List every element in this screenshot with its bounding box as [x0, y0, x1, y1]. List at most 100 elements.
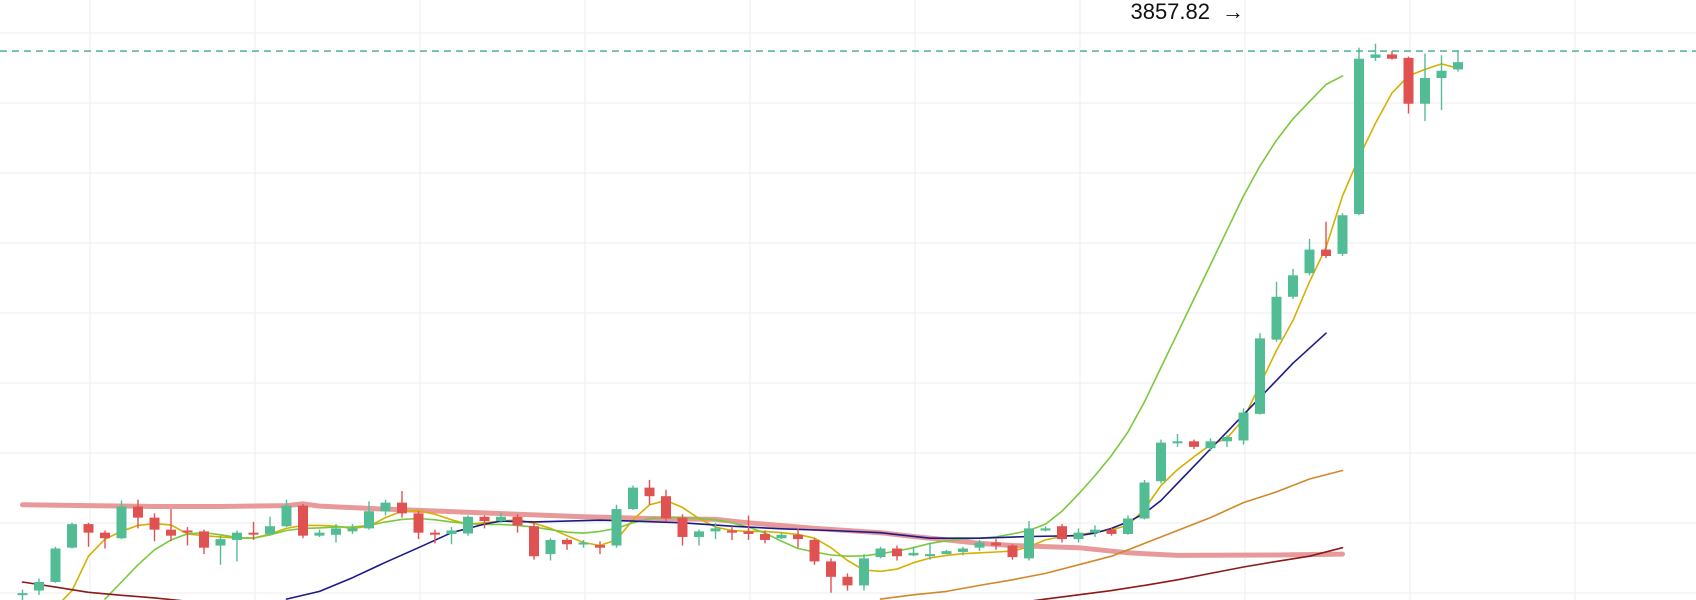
- candle: [446, 527, 457, 545]
- candle-body: [1007, 545, 1018, 558]
- moving-average-line-2: [104, 75, 1344, 600]
- candle: [1172, 434, 1183, 447]
- candle-body: [578, 542, 589, 545]
- candle: [760, 530, 770, 544]
- candle-body: [215, 539, 226, 546]
- candle: [116, 500, 127, 540]
- candle-body: [34, 581, 44, 591]
- candle-body: [875, 548, 886, 558]
- candle-body: [908, 552, 919, 556]
- candle-body: [1238, 412, 1249, 441]
- candle-body: [1370, 54, 1381, 58]
- candle: [265, 516, 275, 536]
- candle: [1057, 524, 1067, 543]
- moving-average-line-5: [21, 546, 1344, 600]
- candle: [1403, 56, 1414, 114]
- candle-body: [892, 548, 902, 557]
- moving-average-line-3: [285, 332, 1327, 600]
- candle-body: [50, 548, 61, 582]
- candle-body: [446, 530, 457, 534]
- candle: [1271, 281, 1282, 342]
- candle: [1453, 51, 1463, 72]
- candle-body: [1090, 529, 1100, 533]
- candle: [1040, 526, 1051, 532]
- candle: [545, 538, 556, 561]
- candle-body: [430, 532, 440, 535]
- candle-body: [1337, 215, 1348, 254]
- candle: [677, 514, 688, 546]
- candle: [611, 504, 622, 548]
- candle-body: [133, 506, 143, 518]
- candle: [1139, 479, 1150, 520]
- candle: [595, 541, 605, 555]
- candle-body: [116, 506, 127, 539]
- candle: [34, 578, 44, 595]
- candle-body: [1123, 518, 1133, 534]
- candle-body: [1205, 441, 1216, 449]
- candle-body: [232, 532, 242, 540]
- candle-body: [595, 545, 605, 548]
- candle: [826, 558, 836, 593]
- candle-body: [1073, 532, 1084, 540]
- candle: [694, 529, 704, 546]
- candle-body: [199, 531, 209, 548]
- candle-body: [364, 511, 374, 529]
- candle: [281, 499, 292, 528]
- candle-body: [281, 505, 292, 527]
- candle: [809, 538, 820, 565]
- candle: [661, 489, 671, 522]
- candle: [793, 528, 803, 548]
- candle: [199, 529, 209, 555]
- candle: [347, 524, 358, 534]
- candle: [710, 522, 721, 540]
- candle: [182, 527, 193, 546]
- candle-body: [1189, 441, 1199, 447]
- candle-body: [727, 530, 737, 533]
- candle: [1073, 528, 1084, 543]
- candle: [1304, 238, 1315, 276]
- candle: [1436, 55, 1447, 111]
- candle: [430, 529, 440, 544]
- candle: [578, 539, 589, 548]
- candle: [1007, 544, 1018, 560]
- candle: [1090, 525, 1100, 537]
- candle-body: [958, 548, 968, 552]
- candle: [974, 539, 985, 552]
- candle: [1255, 333, 1265, 415]
- candle: [925, 542, 935, 560]
- candle-body: [1024, 528, 1034, 559]
- candle: [875, 546, 886, 559]
- candle: [776, 532, 787, 540]
- candle: [512, 514, 523, 533]
- candle: [529, 522, 539, 560]
- candle: [215, 535, 226, 565]
- candle: [50, 546, 61, 583]
- candle: [892, 545, 902, 561]
- candle: [298, 503, 308, 539]
- candle: [83, 522, 94, 547]
- candle: [149, 513, 160, 542]
- candle-body: [1139, 482, 1150, 519]
- moving-average-lines: [20, 63, 1459, 600]
- current-price-arrow-icon: →: [1222, 0, 1244, 24]
- candle: [1222, 435, 1232, 447]
- candle: [628, 485, 638, 510]
- candle: [1337, 213, 1348, 257]
- candle-body: [1271, 296, 1282, 340]
- candle-body: [1156, 442, 1166, 482]
- candle: [413, 511, 424, 540]
- candle: [463, 515, 473, 536]
- candle: [1288, 268, 1298, 299]
- candles: [17, 43, 1463, 600]
- candle-body: [17, 593, 28, 596]
- candle: [1321, 221, 1331, 259]
- candle-body: [776, 534, 787, 539]
- candle-body: [463, 516, 473, 534]
- candle: [17, 589, 28, 600]
- candle-body: [1255, 338, 1265, 414]
- candle-body: [149, 517, 160, 530]
- candle-body: [182, 530, 193, 533]
- candle: [1189, 439, 1199, 450]
- candle-body: [1420, 78, 1430, 104]
